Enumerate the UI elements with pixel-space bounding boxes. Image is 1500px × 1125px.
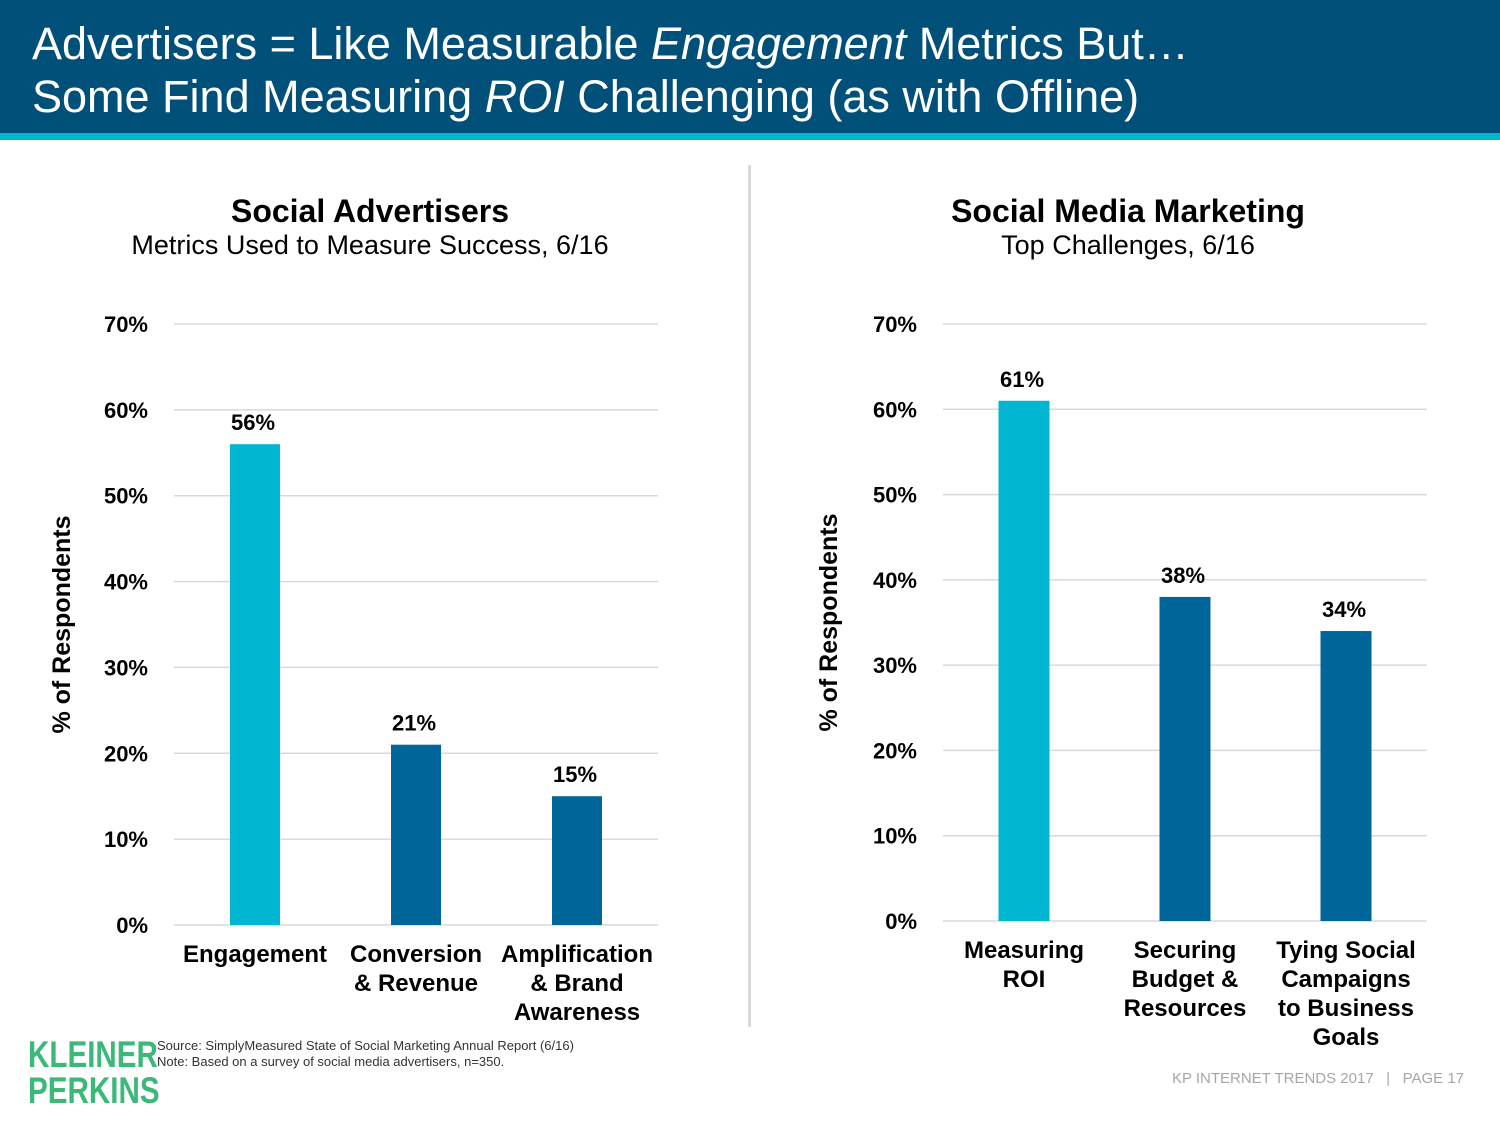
chart-2-y-tick-label: 10% <box>873 824 917 849</box>
chart-1-y-tick-label: 30% <box>104 655 148 680</box>
chart-1-category-label-line: Amplification <box>501 941 653 968</box>
chart-1-y-tick-label: 50% <box>104 484 148 509</box>
chart-1-category-label-line: Conversion <box>350 941 482 968</box>
title-emphasis-engagement: Engagement <box>651 18 907 69</box>
chart-1-y-tick-label: 10% <box>104 827 148 852</box>
chart-1-category-label-line: & Revenue <box>354 970 478 997</box>
chart-2-y-axis-label: % of Respondents <box>815 513 843 731</box>
chart-2-y-tick-label: 20% <box>873 738 917 763</box>
chart-1-y-tick-label: 60% <box>104 398 148 423</box>
note-line: Note: Based on a survey of social media … <box>157 1054 505 1069</box>
chart-1-y-tick-label: 40% <box>104 570 148 595</box>
chart-2-category-label-line: Measuring <box>964 937 1084 964</box>
chart-1-category-label-1: Engagement <box>183 941 327 968</box>
kleiner-perkins-logo: KLEINER PERKINS <box>28 1034 160 1111</box>
chart-2-category-label-2: Securing Budget & Resources <box>1124 937 1247 1022</box>
chart-1-data-label-1: 56% <box>231 410 275 435</box>
chart-1-category-label-line: Awareness <box>514 999 640 1026</box>
chart-2-bar-3 <box>1320 631 1372 921</box>
chart-2-data-label-1: 61% <box>1000 367 1044 392</box>
chart-1-bar-2 <box>391 744 441 925</box>
slide-header: Advertisers = Like Measurable Engagement… <box>0 0 1500 140</box>
chart-2-bar-1 <box>998 400 1050 921</box>
chart-2-data-label-3: 34% <box>1322 597 1366 622</box>
chart-2-data-label-2: 38% <box>1161 563 1205 588</box>
chart-1-y-tick-label: 20% <box>104 741 148 766</box>
chart-2-y-tick-label: 40% <box>873 568 917 593</box>
chart-2-category-label-line: Resources <box>1124 995 1247 1022</box>
chart-1-data-label-3: 15% <box>553 762 597 787</box>
chart-1-bar-1 <box>230 444 280 925</box>
chart-1-category-label-3: Amplification & Brand Awareness <box>501 941 653 1026</box>
chart-1-data-label-2: 21% <box>392 711 436 736</box>
chart-1-category-label-2: Conversion & Revenue <box>350 941 482 997</box>
chart-1-metrics-bar-chart: 0% 10% 20% 30% 40% 50% 60% 70% % of Respondents 5… <box>48 312 658 1026</box>
chart-2-category-label-1: Measuring ROI <box>964 937 1084 993</box>
title-emphasis-roi: ROI <box>484 71 565 122</box>
chart-2-y-tick-label: 30% <box>873 653 917 678</box>
chart-2-y-tick-label: 60% <box>873 397 917 422</box>
chart-2-category-label-3: Tying Social Campaigns to Business Goals <box>1276 937 1416 1051</box>
chart-2-category-label-line: Tying Social <box>1276 937 1416 964</box>
chart-2-bar-2 <box>1159 596 1211 921</box>
chart-2-category-label-line: Budget & <box>1132 966 1239 993</box>
chart-2-y-tick-label: 50% <box>873 483 917 508</box>
chart-2-subtitle: Top Challenges, 6/16 <box>1001 230 1255 260</box>
source-line: Source: SimplyMeasured State of Social M… <box>157 1038 574 1053</box>
chart-1-bar-3 <box>552 796 602 925</box>
source-note: Source: SimplyMeasured State of Social M… <box>157 1038 574 1070</box>
chart-2-category-label-line: ROI <box>1003 966 1046 993</box>
chart-1-y-tick-label: 0% <box>116 913 148 938</box>
panel-divider <box>748 165 751 1027</box>
chart-1-y-tick-label: 70% <box>104 312 148 337</box>
chart-2-category-label-line: Securing <box>1134 937 1237 964</box>
chart-1-category-label-line: & Brand <box>530 970 623 997</box>
chart-1-y-axis-label: % of Respondents <box>48 515 76 733</box>
chart-2-y-tick-label: 0% <box>885 909 917 934</box>
chart-2-category-label-line: Campaigns <box>1281 966 1410 993</box>
chart-2-category-label-line: Goals <box>1313 1024 1380 1051</box>
chart-2-category-label-line: to Business <box>1278 995 1414 1022</box>
slide-title-line-1: Advertisers = Like Measurable Engagement… <box>32 18 1189 69</box>
chart-2-y-tick-label: 70% <box>873 312 917 337</box>
page-footer: KP INTERNET TRENDS 2017 | PAGE 17 <box>1171 1070 1464 1087</box>
chart-1-subtitle: Metrics Used to Measure Success, 6/16 <box>131 230 609 260</box>
chart-1-title: Social Advertisers <box>230 193 510 229</box>
chart-2-title: Social Media Marketing <box>951 193 1305 229</box>
slide-title-line-2: Some Find Measuring ROI Challenging (as … <box>32 71 1140 122</box>
chart-1-category-label-line: Engagement <box>183 941 327 968</box>
